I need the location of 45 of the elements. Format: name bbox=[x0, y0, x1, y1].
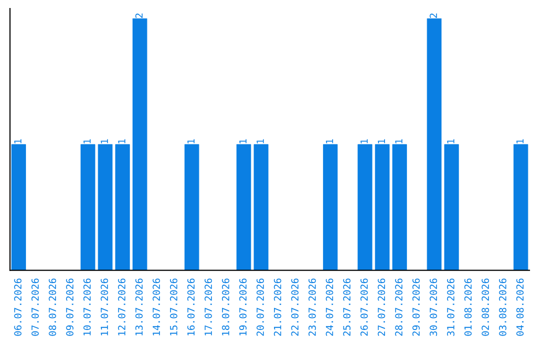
x-tick-label: 12.07.2026 bbox=[118, 278, 126, 336]
x-tick-label: 04.08.2026 bbox=[516, 278, 524, 336]
x-tick-label: 20.07.2026 bbox=[256, 278, 264, 336]
data-label: 1 bbox=[14, 139, 22, 144]
data-label: 1 bbox=[256, 139, 264, 144]
x-tick-label: 13.07.2026 bbox=[135, 278, 143, 336]
data-label: 1 bbox=[395, 139, 402, 144]
x-tick-label: 06.07.2026 bbox=[14, 278, 22, 336]
x-tick-label: 02.08.2026 bbox=[482, 278, 490, 336]
x-tick-label: 07.07.2026 bbox=[31, 278, 39, 336]
x-tick-label: 16.07.2026 bbox=[187, 278, 195, 336]
x-tick-label: 22.07.2026 bbox=[291, 278, 299, 336]
x-tick-label: 15.07.2026 bbox=[170, 278, 178, 336]
x-tick-label: 14.07.2026 bbox=[152, 278, 160, 336]
x-tick-label: 03.08.2026 bbox=[498, 278, 506, 336]
data-label: 1 bbox=[326, 139, 334, 144]
data-label: 1 bbox=[239, 139, 246, 144]
x-tick-label: 18.07.2026 bbox=[222, 278, 230, 336]
data-label: 1 bbox=[516, 139, 524, 144]
data-label: 1 bbox=[187, 139, 195, 144]
data-label: 1 bbox=[100, 139, 108, 144]
x-tick-label: 29.07.2026 bbox=[412, 278, 420, 336]
data-label: 2 bbox=[430, 14, 437, 18]
x-tick-label: 01.08.2026 bbox=[464, 278, 472, 336]
data-label: 2 bbox=[135, 14, 143, 18]
x-tick-label: 25.07.2026 bbox=[343, 278, 350, 336]
data-label: 1 bbox=[360, 139, 368, 144]
data-label: 1 bbox=[447, 139, 454, 144]
x-tick-label: 11.07.2026 bbox=[100, 278, 108, 336]
x-tick-label: 23.07.2026 bbox=[308, 278, 316, 336]
x-tick-label: 24.07.2026 bbox=[326, 278, 334, 336]
x-tick-label: 09.07.2026 bbox=[66, 278, 74, 336]
x-tick-label: 19.07.2026 bbox=[239, 278, 247, 336]
x-tick-label: 17.07.2026 bbox=[204, 278, 212, 336]
data-label: 1 bbox=[378, 139, 385, 144]
x-tick-label: 21.07.2026 bbox=[274, 278, 282, 336]
data-label: 1 bbox=[84, 139, 91, 144]
x-tick-label: 28.07.2026 bbox=[395, 278, 402, 336]
data-label: 1 bbox=[118, 139, 126, 144]
x-tick-label: 27.07.2026 bbox=[378, 278, 386, 336]
x-tick-label: 30.07.2026 bbox=[430, 278, 438, 336]
x-tick-label: 08.07.2026 bbox=[48, 278, 56, 336]
x-tick-label: 26.07.2026 bbox=[360, 278, 368, 336]
x-tick-label: 31.07.2026 bbox=[447, 278, 454, 336]
x-tick-label: 10.07.2026 bbox=[83, 278, 91, 336]
